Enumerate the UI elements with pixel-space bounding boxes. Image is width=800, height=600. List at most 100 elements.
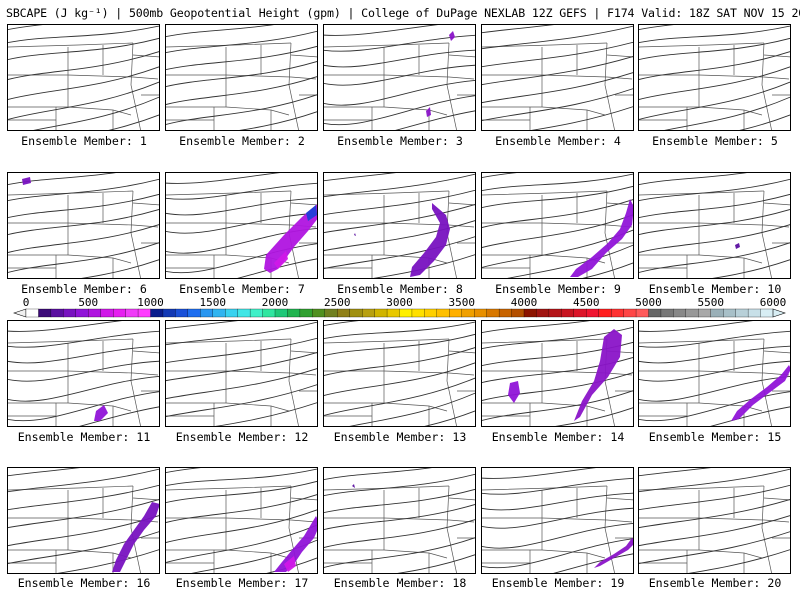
cape-area [284,556,296,572]
ensemble-panel-10 [638,172,791,279]
colorbar-tick-label: 2500 [324,296,351,309]
colorbar-swatch [187,308,201,318]
height-contour [739,114,790,130]
colorbar-swatch [25,308,39,318]
height-contour [166,94,317,125]
height-contour [8,242,159,273]
height-contour [166,337,317,364]
ensemble-member-label: Ensemble Member: 2 [179,134,305,148]
height-contour [424,410,475,426]
height-contour [482,523,633,549]
height-contour [482,173,633,192]
ensemble-panel-19 [481,467,634,574]
colorbar-swatch [623,308,637,318]
state-borders [324,190,475,278]
height-contour [688,549,790,573]
state-border [130,42,141,130]
height-contours [639,468,790,573]
state-border [639,338,765,344]
colorbar-swatch [299,308,313,318]
sbcape-shading [570,199,633,277]
state-border [290,54,317,58]
ensemble-panel-5 [638,24,791,131]
state-borders [324,338,475,426]
height-contour [324,362,475,396]
ensemble-panel-7 [165,172,318,279]
state-borders [166,42,317,130]
height-contour [324,473,475,497]
colorbar-swatch [548,308,562,318]
height-contour [324,488,475,514]
sbcape-shading [94,405,108,421]
colorbar-swatch [38,308,52,318]
colorbar-swatch [685,308,699,318]
state-border [448,497,475,501]
colorbar-swatch [162,308,176,318]
state-border [67,254,132,264]
height-contour [482,41,633,68]
colorbar-swatch [312,308,326,318]
state-border [288,42,299,130]
state-border [604,190,615,278]
height-contour [482,88,633,122]
height-contour [482,214,633,248]
ensemble-panel-9 [481,172,634,279]
cape-area [94,405,108,421]
height-contour [324,64,475,86]
sbcape-shading [508,329,622,421]
ensemble-member-label: Ensemble Member: 7 [179,282,305,296]
height-contour [639,178,790,202]
sbcape-shading [426,31,455,117]
ensemble-member-label: Ensemble Member: 3 [337,134,463,148]
state-border [541,402,606,412]
ensemble-member-label: Ensemble Member: 13 [333,430,467,444]
height-contour [639,66,790,100]
height-contour [639,321,753,332]
cape-area [264,204,317,273]
colorbar-tick-label: 0 [23,296,30,309]
map-panel-svg [166,25,317,130]
state-border [130,338,141,426]
colorbar-swatch [237,308,251,318]
height-contour [324,236,475,270]
state-border [448,54,475,58]
colorbar-swatch [274,308,288,318]
colorbar-tick-label: 1500 [200,296,227,309]
colorbar-swatch [337,308,351,318]
height-contour [8,173,116,186]
state-border [698,254,763,264]
height-contour [710,406,790,426]
height-contour [482,477,633,495]
colorbar-tick-label: 1000 [137,296,164,309]
height-contour [8,224,159,253]
map-panel-svg [482,321,633,426]
state-border [604,485,615,573]
map-panel-svg [324,25,475,130]
height-contours [8,173,159,278]
height-contour [712,259,790,278]
height-contour [324,321,475,340]
height-contour [482,321,590,334]
state-border [225,370,317,376]
cape-area [426,107,431,117]
height-contour [324,519,475,548]
state-border [604,42,615,130]
map-panel-svg [324,321,475,426]
colorbar-swatch [449,308,463,318]
state-border [166,485,292,491]
height-contour [215,402,317,426]
height-contour [639,515,790,547]
colorbar-swatch [175,308,189,318]
height-contours [8,468,159,573]
colorbar-tick-label: 4000 [511,296,538,309]
height-contour [166,351,317,382]
colorbar-swatch [137,308,151,318]
state-border [132,497,159,501]
colorbar-swatch [723,308,737,318]
colorbar-swatch [735,308,749,318]
colorbar-swatch [698,308,712,318]
height-contour [324,189,475,216]
height-contours [166,321,317,426]
map-panel-svg [166,468,317,573]
height-contour [166,182,317,200]
